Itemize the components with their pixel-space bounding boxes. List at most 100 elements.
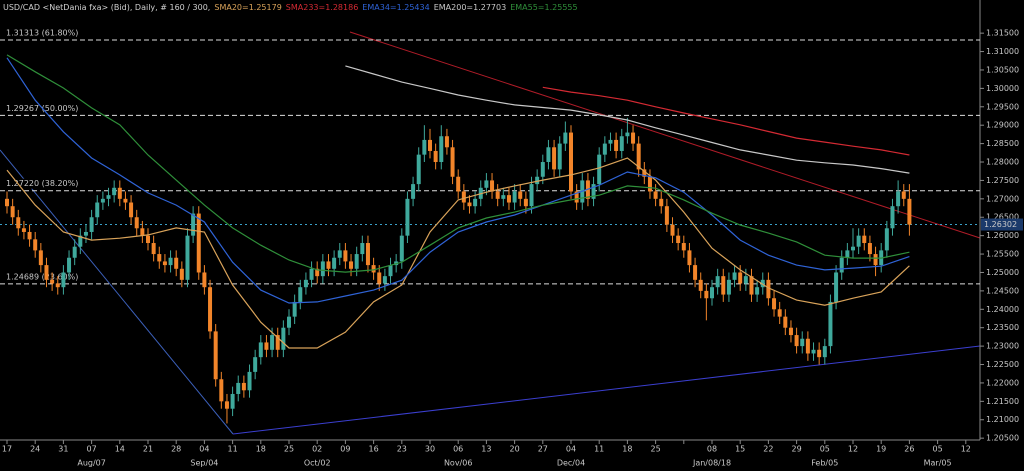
x-tick-label: 05 xyxy=(933,445,943,454)
x-tick-label: 19 xyxy=(876,445,886,454)
candle-body xyxy=(755,287,760,295)
candle-body xyxy=(230,393,235,409)
y-tick-label: 1.21500 xyxy=(986,397,1019,406)
candle-body xyxy=(219,379,224,402)
candle-body xyxy=(320,261,325,277)
ma-line xyxy=(6,54,910,273)
level-label: 1.24689 (23.60%) xyxy=(6,272,78,281)
ma-line xyxy=(542,86,910,156)
candle-body xyxy=(546,147,551,163)
candle-body xyxy=(636,143,641,170)
ma-line xyxy=(6,157,910,349)
candle-body xyxy=(811,349,816,354)
candle-body xyxy=(428,139,432,151)
level-label-bg xyxy=(3,103,79,114)
y-tick-label: 1.28500 xyxy=(986,139,1019,148)
y-tick-label: 1.29000 xyxy=(986,121,1019,130)
candle-body xyxy=(151,243,156,255)
x-tick-label: 02 xyxy=(312,445,322,454)
candle-body xyxy=(608,139,613,144)
candle-body xyxy=(106,195,111,199)
candle-body xyxy=(715,276,720,288)
y-tick-label: 1.22000 xyxy=(986,378,1019,387)
x-tick-label: 25 xyxy=(284,445,294,454)
candle-body xyxy=(540,162,545,177)
candle-body xyxy=(552,147,557,170)
candle-body xyxy=(5,198,9,207)
candle-body xyxy=(817,349,822,358)
candle-body xyxy=(33,239,38,251)
candle-body xyxy=(687,250,692,266)
x-tick-label: 04 xyxy=(199,445,209,454)
candle-body xyxy=(456,176,461,192)
candle-body xyxy=(50,279,55,284)
candle-body xyxy=(800,338,805,347)
candle-body xyxy=(788,327,793,336)
x-tick-label: 28 xyxy=(171,445,181,454)
header: USD/CAD <NetDania fxa> (Bid), Daily, # 1… xyxy=(3,3,578,12)
candle-body xyxy=(388,265,393,277)
candle-body xyxy=(710,287,714,299)
candle-body xyxy=(450,147,455,177)
candle-body xyxy=(574,191,579,203)
candle-body xyxy=(444,136,449,148)
candle-body xyxy=(224,401,229,409)
x-tick-label: 05 xyxy=(820,445,830,454)
candle-body xyxy=(704,290,709,299)
candle-body xyxy=(303,279,308,288)
candle-body xyxy=(495,191,500,199)
y-tick-label: 1.27000 xyxy=(986,194,1019,203)
y-tick-label: 1.22500 xyxy=(986,360,1019,369)
candle-body xyxy=(698,279,703,291)
candle-body xyxy=(371,265,376,273)
y-tick-label: 1.31500 xyxy=(986,29,1019,38)
x-month-label: Feb/05 xyxy=(811,459,838,468)
candle-body xyxy=(766,279,771,299)
candle-body xyxy=(196,213,201,273)
candle-body xyxy=(16,217,21,229)
candle-body xyxy=(83,231,88,236)
x-month-label: Oct/02 xyxy=(304,459,331,468)
x-tick-label: 22 xyxy=(763,445,773,454)
candle-body xyxy=(732,272,737,280)
candle-body xyxy=(563,132,568,144)
candle-body xyxy=(140,228,145,236)
candle-body xyxy=(38,250,43,266)
candle-body xyxy=(467,202,472,207)
candle-body xyxy=(326,261,331,269)
candle-body xyxy=(473,198,478,207)
candle-body xyxy=(416,154,421,185)
candle-body xyxy=(777,309,782,317)
candle-body xyxy=(146,235,150,244)
candle-body xyxy=(721,276,726,295)
candle-body xyxy=(670,224,675,236)
candle-body xyxy=(264,342,269,350)
candle-body xyxy=(856,235,861,247)
candle-body xyxy=(867,243,872,255)
last-price-label: 1.26302 xyxy=(984,220,1017,229)
candle-body xyxy=(185,235,190,280)
candle-body xyxy=(129,202,134,218)
candle-body xyxy=(439,136,444,163)
x-tick-label: 26 xyxy=(904,445,914,454)
candle-body xyxy=(112,187,117,196)
candle-body xyxy=(281,327,286,350)
x-tick-label: 12 xyxy=(961,445,971,454)
x-tick-label: 16 xyxy=(369,445,379,454)
candle-body xyxy=(726,279,731,295)
level-label-bg xyxy=(3,271,79,282)
x-tick-label: 08 xyxy=(707,445,717,454)
x-tick-label: 12 xyxy=(848,445,858,454)
candle-body xyxy=(247,371,252,391)
y-tick-label: 1.20500 xyxy=(986,434,1019,443)
x-tick-label: 09 xyxy=(340,445,350,454)
level-label: 1.27220 (38.20%) xyxy=(6,179,78,188)
candle-body xyxy=(839,257,844,273)
y-tick-label: 1.24000 xyxy=(986,305,1019,314)
candle-body xyxy=(512,191,517,203)
candle-body xyxy=(602,143,607,155)
candle-body xyxy=(270,335,275,350)
candle-body xyxy=(597,154,602,185)
header-title: USD/CAD <NetDania fxa> (Bid), Daily, # 1… xyxy=(3,3,210,12)
candle-body xyxy=(896,191,901,207)
